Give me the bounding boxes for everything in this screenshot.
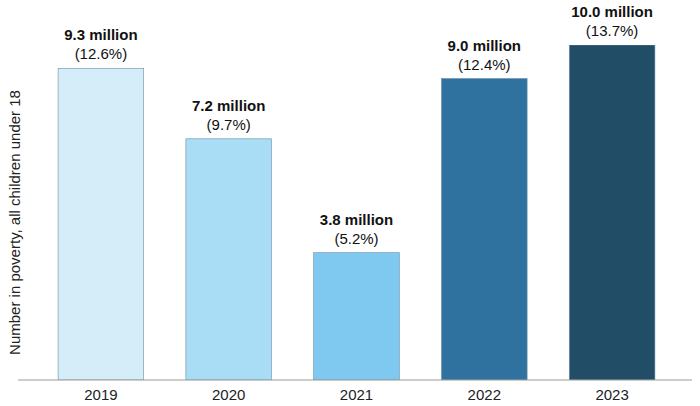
bars (58, 45, 655, 380)
value-label: 9.0 million (448, 37, 521, 54)
share-label: (12.4%) (458, 56, 511, 73)
x-axis-line (18, 380, 692, 381)
chart-container: Number in poverty, all children under 18… (0, 0, 700, 406)
x-tick-label: 2020 (212, 386, 245, 403)
bar (441, 79, 527, 381)
x-tick-label: 2021 (340, 386, 373, 403)
x-tick-label: 2019 (84, 386, 117, 403)
y-axis-label: Number in poverty, all children under 18 (6, 90, 23, 355)
x-tick-label: 2023 (595, 386, 628, 403)
x-tick-label: 2022 (468, 386, 501, 403)
share-label: (13.7%) (586, 22, 639, 39)
value-label: 3.8 million (320, 211, 393, 228)
value-label: 10.0 million (571, 3, 653, 20)
chart-svg: Number in poverty, all children under 18… (0, 0, 700, 406)
share-label: (9.7%) (207, 116, 251, 133)
data-labels: 9.3 million (12.6%) 7.2 million (9.7%) 3.8 m… (64, 3, 653, 247)
bar (314, 253, 400, 380)
value-label: 9.3 million (64, 26, 137, 43)
value-label: 7.2 million (192, 97, 265, 114)
share-label: (5.2%) (334, 230, 378, 247)
share-label: (12.6%) (75, 45, 128, 62)
bar (569, 45, 655, 380)
bar (186, 139, 272, 380)
bar (58, 68, 144, 380)
